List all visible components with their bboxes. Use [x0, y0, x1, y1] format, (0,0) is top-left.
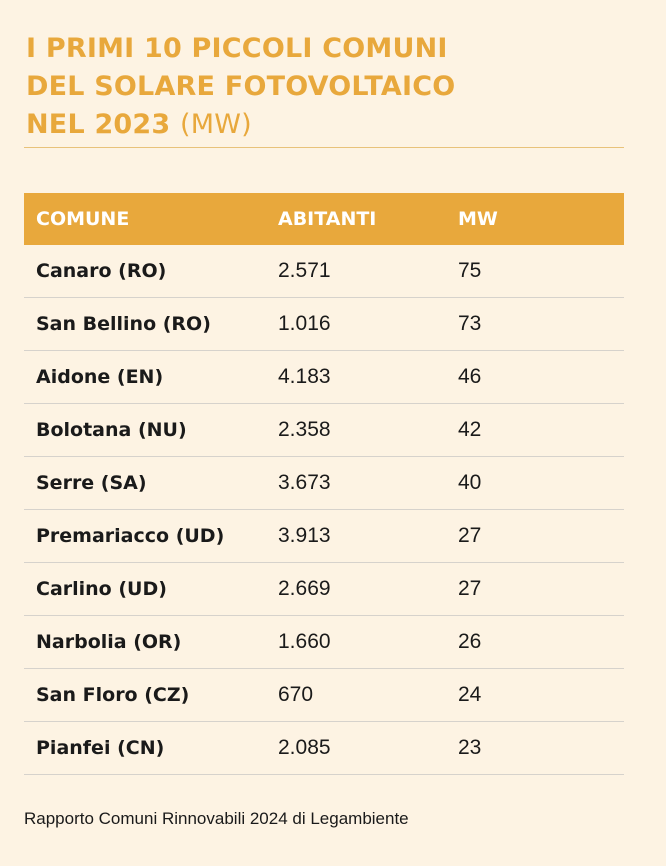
cell-mw: 23 [446, 721, 624, 775]
cell-abitanti: 2.571 [266, 245, 446, 298]
data-table: COMUNE ABITANTI MW Canaro (RO) 2.571 75 … [24, 193, 624, 775]
cell-abitanti: 2.358 [266, 403, 446, 457]
title-divider [24, 147, 624, 148]
header-row: COMUNE ABITANTI MW [24, 193, 624, 245]
table-row: Narbolia (OR) 1.660 26 [24, 615, 624, 669]
table-title: I PRIMI 10 PICCOLI COMUNI DEL SOLARE FOT… [26, 30, 626, 144]
cell-comune: San Floro (CZ) [24, 668, 266, 722]
table-row: San Floro (CZ) 670 24 [24, 668, 624, 722]
title-unit: (MW) [180, 109, 252, 140]
cell-mw: 73 [446, 297, 624, 351]
cell-mw: 27 [446, 562, 624, 616]
cell-comune: Carlino (UD) [24, 562, 266, 616]
title-line-2: DEL SOLARE FOTOVOLTAICO [26, 71, 456, 102]
table-row: San Bellino (RO) 1.016 73 [24, 297, 624, 351]
header-comune: COMUNE [24, 193, 266, 245]
cell-abitanti: 2.669 [266, 562, 446, 616]
cell-mw: 26 [446, 615, 624, 669]
cell-mw: 40 [446, 456, 624, 510]
header-mw: MW [446, 193, 624, 245]
cell-mw: 27 [446, 509, 624, 563]
cell-comune: Bolotana (NU) [24, 403, 266, 457]
cell-comune: Narbolia (OR) [24, 615, 266, 669]
cell-comune: Aidone (EN) [24, 350, 266, 404]
cell-comune: Pianfei (CN) [24, 721, 266, 775]
table-row: Pianfei (CN) 2.085 23 [24, 721, 624, 775]
title-year: NEL 2023 [26, 109, 171, 140]
table-row: Aidone (EN) 4.183 46 [24, 350, 624, 404]
cell-comune: San Bellino (RO) [24, 297, 266, 351]
cell-comune: Premariacco (UD) [24, 509, 266, 563]
cell-abitanti: 2.085 [266, 721, 446, 775]
cell-abitanti: 1.660 [266, 615, 446, 669]
cell-mw: 24 [446, 668, 624, 722]
cell-abitanti: 3.673 [266, 456, 446, 510]
table-header: COMUNE ABITANTI MW [24, 193, 624, 245]
table-body: Canaro (RO) 2.571 75 San Bellino (RO) 1.… [24, 245, 624, 775]
cell-abitanti: 3.913 [266, 509, 446, 563]
title-line-3: NEL 2023 (MW) [26, 106, 626, 144]
table-row: Canaro (RO) 2.571 75 [24, 245, 624, 298]
table-row: Premariacco (UD) 3.913 27 [24, 509, 624, 563]
table-row: Serre (SA) 3.673 40 [24, 456, 624, 510]
table-row: Bolotana (NU) 2.358 42 [24, 403, 624, 457]
cell-comune: Canaro (RO) [24, 245, 266, 298]
cell-mw: 46 [446, 350, 624, 404]
title-line-1: I PRIMI 10 PICCOLI COMUNI [26, 33, 448, 64]
table-row: Carlino (UD) 2.669 27 [24, 562, 624, 616]
cell-abitanti: 1.016 [266, 297, 446, 351]
cell-abitanti: 670 [266, 668, 446, 722]
cell-mw: 42 [446, 403, 624, 457]
header-abitanti: ABITANTI [266, 193, 446, 245]
cell-mw: 75 [446, 245, 624, 298]
cell-abitanti: 4.183 [266, 350, 446, 404]
source-note: Rapporto Comuni Rinnovabili 2024 di Lega… [24, 809, 409, 828]
cell-comune: Serre (SA) [24, 456, 266, 510]
